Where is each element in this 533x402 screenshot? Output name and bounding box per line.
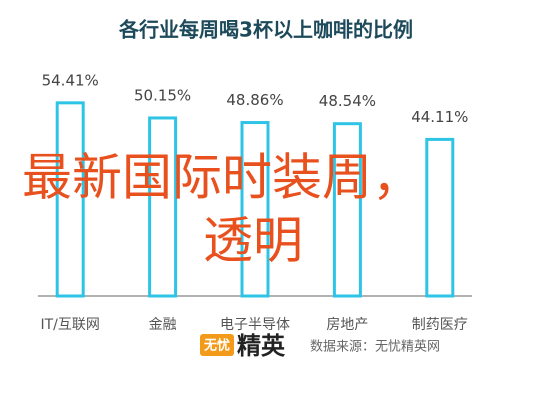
value-label: 54.41% — [42, 71, 99, 89]
source: 数据来源：无忧精英网 — [310, 340, 440, 355]
bar — [240, 121, 270, 298]
bar — [55, 101, 85, 298]
bars: 54.41% IT/互联网 50.15% 金融 48.86% 电子半导体 48.54% 房地产… — [40, 71, 468, 333]
value-label: 48.54% — [319, 92, 376, 110]
value-label: 50.15% — [134, 86, 191, 104]
overlay-text: 透明 — [203, 212, 303, 270]
bar — [332, 122, 362, 298]
overlay-text: 最新国际时装周， — [22, 149, 422, 207]
logo-text: 精英 — [237, 332, 286, 360]
x-tick-label: 电子半导体 — [220, 317, 290, 333]
x-tick-label: 金融 — [149, 317, 177, 333]
bar — [148, 116, 178, 298]
logo-mark: 无忧 — [203, 338, 230, 354]
x-tick-label: 房地产 — [326, 317, 368, 333]
x-tick-label: 制药医疗 — [412, 317, 468, 333]
value-label: 44.11% — [411, 108, 468, 126]
chart-title: 各行业每周喝3杯以上咖啡的比例 — [118, 18, 413, 42]
bar — [425, 137, 455, 298]
value-label: 48.86% — [226, 91, 283, 109]
logo-box — [200, 334, 234, 356]
x-tick-label: IT/互联网 — [40, 317, 99, 333]
